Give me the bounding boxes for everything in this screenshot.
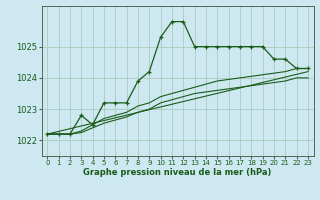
X-axis label: Graphe pression niveau de la mer (hPa): Graphe pression niveau de la mer (hPa) (84, 168, 272, 177)
